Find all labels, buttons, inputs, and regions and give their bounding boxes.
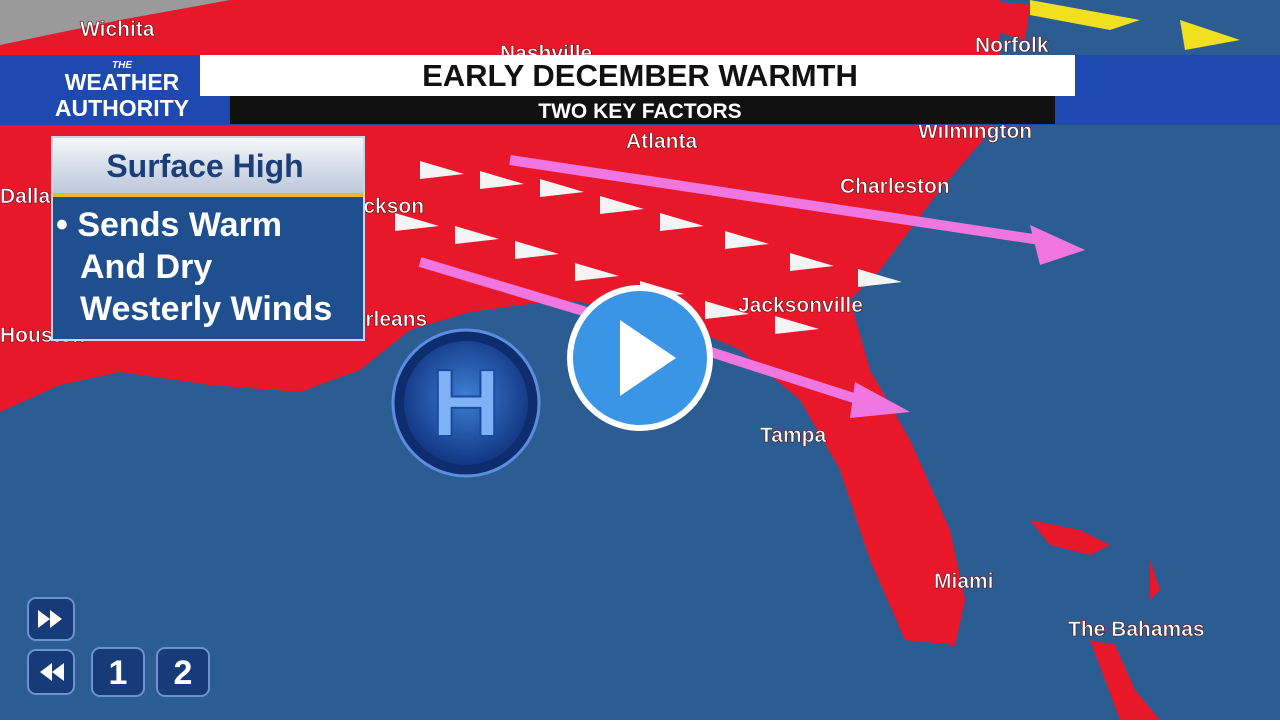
wind-arrow	[600, 196, 644, 214]
control-step[interactable]	[156, 647, 210, 697]
yellow-arrows	[1030, 0, 1240, 50]
panel-title: Surface High	[106, 148, 303, 184]
wind-arrow	[575, 263, 619, 281]
wind-arrow	[515, 241, 559, 259]
city-label: Wilmington	[918, 120, 1032, 143]
city-label: Tampa	[760, 424, 826, 447]
wind-arrow	[455, 226, 499, 244]
wind-arrow	[480, 171, 524, 189]
city-label: Dallas	[0, 185, 62, 208]
step-label[interactable]: 1	[109, 654, 128, 692]
flow-arrowhead	[1030, 225, 1085, 265]
city-label: Jacksonville	[738, 294, 863, 317]
logo-line: WEATHER	[65, 69, 180, 95]
flow-arrowhead	[850, 382, 910, 418]
city-label: The Bahamas	[1068, 618, 1205, 641]
land-gray	[0, 0, 230, 45]
title-bar	[200, 55, 1075, 96]
wind-arrow	[705, 301, 749, 319]
wind-arrow	[660, 213, 704, 231]
wind-arrow	[540, 179, 584, 197]
panel-header	[53, 138, 363, 195]
wind-arrow	[775, 316, 819, 334]
city-label: Wichita	[80, 18, 155, 41]
panel-line: Westerly Winds	[80, 290, 332, 328]
wind-arrow	[858, 269, 902, 287]
flow-arrow	[509, 155, 1041, 245]
panel-line: • Sends Warm	[56, 206, 282, 244]
high-center	[404, 341, 528, 465]
subtitle: TWO KEY FACTORS	[538, 100, 741, 123]
panel-rule	[53, 193, 363, 197]
control-forward[interactable]	[27, 597, 75, 641]
subtitle-bar	[230, 96, 1055, 124]
panel-line: And Dry	[80, 248, 212, 286]
high-label: H	[431, 350, 500, 457]
control-step[interactable]	[91, 647, 145, 697]
wind-arrow	[420, 161, 464, 179]
wind-arrow	[395, 213, 439, 231]
step-label[interactable]: 2	[174, 654, 193, 692]
play-icon[interactable]	[620, 320, 676, 396]
city-label: Miami	[934, 570, 994, 593]
city-label: Norfolk	[975, 34, 1049, 57]
wind-arrow	[790, 253, 834, 271]
logo-line: THE	[112, 60, 132, 71]
logo-line: AUTHORITY	[55, 95, 189, 121]
control-back[interactable]	[27, 649, 75, 695]
city-label: Atlanta	[626, 130, 697, 153]
wind-arrow	[725, 231, 769, 249]
title: EARLY DECEMBER WARMTH	[422, 58, 858, 93]
city-label: Charleston	[840, 175, 950, 198]
